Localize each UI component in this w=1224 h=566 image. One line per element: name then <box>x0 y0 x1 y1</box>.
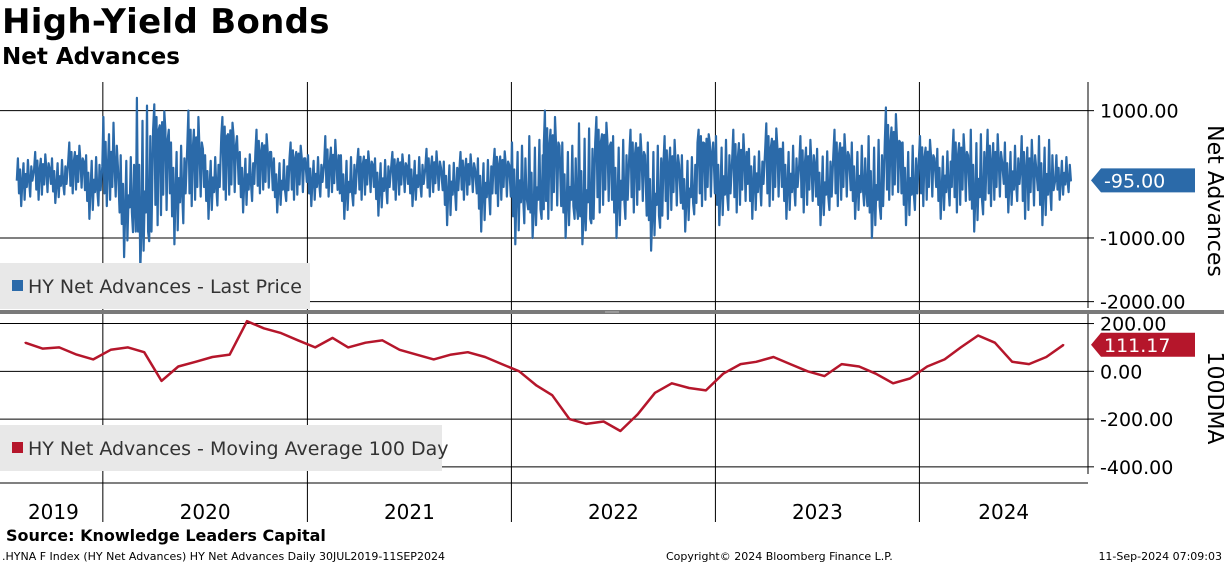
data-point <box>722 372 725 375</box>
data-point <box>977 334 979 337</box>
data-point <box>398 349 401 351</box>
data-point <box>109 349 112 351</box>
data-point <box>331 337 334 339</box>
series-line-net-advances <box>15 96 1072 271</box>
data-point <box>143 351 146 354</box>
data-point <box>602 420 605 423</box>
year-tick-label: 2021 <box>384 500 435 524</box>
data-point <box>467 351 469 354</box>
data-point <box>636 413 639 416</box>
legend-label: HY Net Advances - Moving Average 100 Day <box>28 438 449 460</box>
data-point <box>772 356 775 358</box>
data-point <box>585 423 588 425</box>
data-point <box>892 382 894 385</box>
legend-swatch <box>12 280 23 291</box>
data-point <box>381 339 384 342</box>
y-tick-label: 200.00 <box>1100 314 1166 336</box>
data-point <box>41 347 44 350</box>
last-value-label: 111.17 <box>1104 335 1170 357</box>
y-tick-label: -1000.00 <box>1100 228 1185 250</box>
data-point <box>994 341 996 344</box>
data-point <box>484 356 486 358</box>
y-axis-title: 100DMA <box>1202 352 1224 445</box>
data-point <box>789 363 792 365</box>
data-point <box>619 430 622 432</box>
data-point <box>654 392 656 394</box>
data-point <box>568 418 571 420</box>
data-point <box>858 365 860 368</box>
ticker-info: .HYNA F Index (HY Net Advances) HY Net A… <box>2 550 445 563</box>
data-point <box>806 370 809 373</box>
data-point <box>1062 343 1065 346</box>
chart-subtitle: Net Advances <box>2 44 180 70</box>
data-point <box>518 370 521 373</box>
data-point <box>823 375 826 377</box>
legend-box <box>0 425 442 471</box>
data-point <box>127 346 129 349</box>
series-line-moving-average <box>24 319 1065 433</box>
y-tick-label: -400.00 <box>1100 457 1173 479</box>
data-point <box>450 353 452 356</box>
data-point <box>246 320 248 322</box>
data-point <box>194 360 197 363</box>
year-tick-label: 2019 <box>28 500 79 524</box>
data-point <box>347 346 350 349</box>
last-value-flag <box>1091 168 1195 193</box>
legend-label: HY Net Advances - Last Price <box>28 276 302 298</box>
chart-title: High-Yield Bonds <box>2 2 330 42</box>
data-point <box>926 365 929 368</box>
data-point <box>263 327 265 330</box>
data-point <box>688 387 690 389</box>
data-point <box>739 363 742 365</box>
data-point <box>501 363 503 365</box>
year-tick-label: 2020 <box>180 500 231 524</box>
last-value-flag <box>1091 332 1195 357</box>
data-point <box>755 360 758 363</box>
data-point <box>1028 363 1030 365</box>
data-point <box>671 382 673 385</box>
data-point <box>297 339 299 342</box>
last-value-label: -95.00 <box>1104 170 1165 192</box>
source-note: Source: Knowledge Leaders Capital <box>6 526 326 545</box>
timestamp: 11-Sep-2024 07:09:03 <box>1098 550 1222 563</box>
data-point <box>840 363 843 365</box>
y-axis-title: Net Advances <box>1202 125 1224 277</box>
data-point <box>1011 360 1013 363</box>
data-point <box>75 353 78 356</box>
data-point <box>160 380 163 382</box>
data-point <box>24 341 26 344</box>
legend-box <box>0 263 310 309</box>
y-tick-label: -2000.00 <box>1100 292 1185 314</box>
data-point <box>1045 356 1048 358</box>
data-point <box>364 341 367 344</box>
data-point <box>943 358 946 361</box>
data-point <box>551 394 554 396</box>
data-point <box>314 346 317 349</box>
data-point <box>705 389 707 392</box>
data-point <box>280 332 282 334</box>
data-point <box>58 346 61 349</box>
data-point <box>211 356 214 358</box>
data-point <box>432 358 435 361</box>
data-point <box>177 365 180 368</box>
y-tick-label: 1000.00 <box>1100 101 1179 123</box>
data-point <box>415 353 418 356</box>
year-tick-label: 2024 <box>978 500 1029 524</box>
data-point <box>228 353 231 356</box>
data-point <box>92 358 95 361</box>
copyright-note: Copyright© 2024 Bloomberg Finance L.P. <box>666 550 893 563</box>
data-point <box>875 372 877 375</box>
year-tick-label: 2023 <box>792 500 843 524</box>
data-point <box>959 346 962 349</box>
y-tick-label: 0.00 <box>1100 361 1142 383</box>
legend-swatch <box>12 442 23 453</box>
data-point <box>535 384 538 387</box>
y-tick-label: -200.00 <box>1100 409 1173 431</box>
data-point <box>909 377 911 380</box>
year-tick-label: 2022 <box>588 500 639 524</box>
